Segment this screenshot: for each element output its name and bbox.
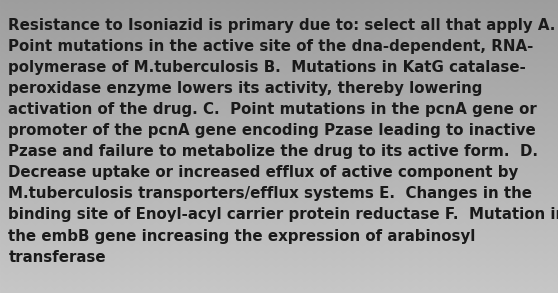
Text: polymerase of M.tuberculosis B.  Mutations in KatG catalase-: polymerase of M.tuberculosis B. Mutation… (8, 60, 526, 75)
Text: binding site of Enoyl-acyl carrier protein reductase F.  Mutation in: binding site of Enoyl-acyl carrier prote… (8, 207, 558, 222)
Text: promoter of the pcnA gene encoding Pzase leading to inactive: promoter of the pcnA gene encoding Pzase… (8, 123, 536, 138)
Text: Decrease uptake or increased efflux of active component by: Decrease uptake or increased efflux of a… (8, 165, 518, 180)
Text: the embB gene increasing the expression of arabinosyl: the embB gene increasing the expression … (8, 229, 476, 243)
Text: Resistance to Isoniazid is primary due to: select all that apply A.: Resistance to Isoniazid is primary due t… (8, 18, 556, 33)
Text: transferase: transferase (8, 250, 106, 265)
Text: M.tuberculosis transporters/efflux systems E.  Changes in the: M.tuberculosis transporters/efflux syste… (8, 186, 532, 201)
Text: peroxidase enzyme lowers its activity, thereby lowering: peroxidase enzyme lowers its activity, t… (8, 81, 483, 96)
Text: Pzase and failure to metabolize the drug to its active form.  D.: Pzase and failure to metabolize the drug… (8, 144, 538, 159)
Text: activation of the drug. C.  Point mutations in the pcnA gene or: activation of the drug. C. Point mutatio… (8, 102, 537, 117)
Text: Point mutations in the active site of the dna-dependent, RNA-: Point mutations in the active site of th… (8, 39, 534, 54)
